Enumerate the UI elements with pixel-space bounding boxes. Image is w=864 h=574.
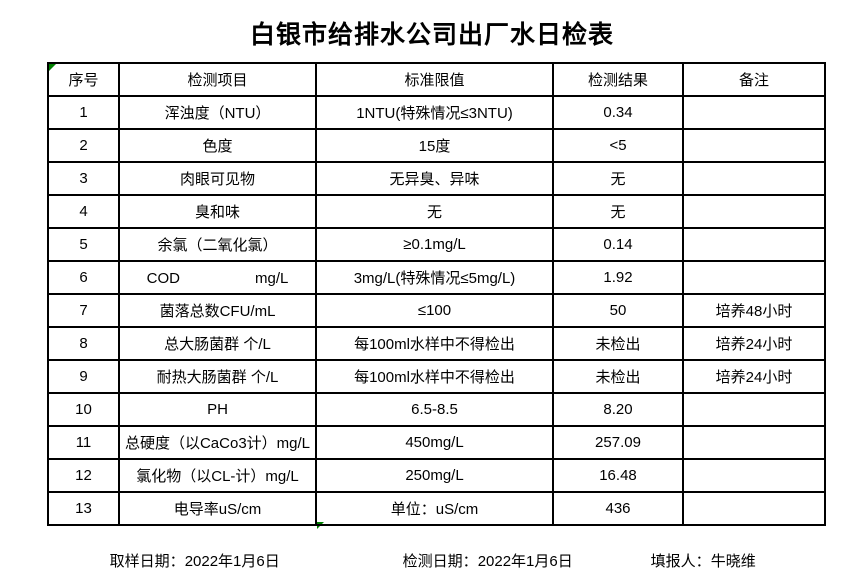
reporter-name: 牛晓维 [710,553,756,570]
remark-cell [682,128,826,163]
table-row: 1 浑浊度（NTU） 1NTU(特殊情况≤3NTU) 0.34 [47,95,826,130]
row-number-cell: 9 [47,359,120,394]
result-cell: <5 [552,128,684,163]
header-item: 检测项目 [118,62,317,97]
row-number-cell: 6 [47,260,120,295]
table-row: 4 臭和味无无 [47,194,826,229]
row-number-cell: 13 [47,491,120,526]
standard-cell: 每100ml水样中不得检出 [315,359,554,394]
table-row: 12 氯化物（以CL-计）mg/L 250mg/L 16.48 [47,458,826,493]
standard-cell: 每100ml水样中不得检出 [315,326,554,361]
remark-cell: 培养48小时 [682,293,826,328]
remark-cell [682,491,826,526]
remark-cell [682,194,826,229]
item-cell: 氯化物（以CL-计）mg/L [118,458,317,493]
row-number-cell: 2 [47,128,120,163]
test-date-value: 2022年1月6日 [477,553,573,570]
inspection-table: 序号 检测项目 标准限值 检测结果 备注 1 浑浊度（NTU） 1NTU(特殊情况≤… [47,62,826,526]
item-cell: 电导率uS/cm [118,491,317,526]
header-remark: 备注 [682,62,826,97]
table-row: 10 PH 6.5-8.5 8.20 [47,392,826,427]
table-row: 3 肉眼可见物 无异臭、异味无 [47,161,826,196]
item-cell: 肉眼可见物 [118,161,317,196]
table-row: 13 电导率uS/cm 单位：uS/cm 436 [47,491,826,526]
standard-cell: ≥0.1mg/L [315,227,554,262]
result-cell: 0.34 [552,95,684,130]
reporter-label: 填报人： [650,553,711,570]
item-cell: 耐热大肠菌群 个/L [118,359,317,394]
row-number-cell: 3 [47,161,120,196]
table-header-row: 序号 检测项目 标准限值 检测结果 备注 [47,62,826,97]
result-cell: 无 [552,161,684,196]
result-cell: 无 [552,194,684,229]
remark-cell [682,95,826,130]
table-row: 5 余氯（二氧化氯） ≥0.1mg/L 0.14 [47,227,826,262]
sampling-date: 取样日期：2022年1月6日 [93,533,280,574]
table-row: 9 耐热大肠菌群 个/L 每100ml水样中不得检出 未检出 培养24小时 [47,359,826,394]
standard-cell: 1NTU(特殊情况≤3NTU) [315,95,554,130]
item-cell: 总大肠菌群 个/L [118,326,317,361]
item-cell: 臭和味 [118,194,317,229]
table-row: 11 总硬度（以CaCo3计）mg/L 450mg/L 257.09 [47,425,826,460]
standard-cell: 450mg/L [315,425,554,460]
item-cell: 总硬度（以CaCo3计）mg/L [118,425,317,460]
result-cell: 未检出 [552,359,684,394]
remark-cell: 培养24小时 [682,326,826,361]
item-cell: COD mg/L [118,260,317,295]
item-cell: 浑浊度（NTU） [118,95,317,130]
result-cell: 未检出 [552,326,684,361]
header-result: 检测结果 [552,62,684,97]
table-row: 6 COD mg/L 3mg/L(特殊情况≤5mg/L) 1.92 [47,260,826,295]
remark-cell [682,227,826,262]
standard-cell: 单位：uS/cm [315,491,554,526]
page-title: 白银市给排水公司出厂水日检表 [249,21,614,49]
header-no: 序号 [47,62,120,97]
header-standard: 标准限值 [315,62,554,97]
row-number-cell: 10 [47,392,120,427]
table-row: 2 色度 15度 <5 [47,128,826,163]
table-row: 8 总大肠菌群 个/L 每100ml水样中不得检出 未检出 培养24小时 [47,326,826,361]
standard-cell: 6.5-8.5 [315,392,554,427]
row-number-cell: 12 [47,458,120,493]
test-date: 检测日期：2022年1月6日 [386,533,573,574]
standard-cell: 15度 [315,128,554,163]
row-number-cell: 11 [47,425,120,460]
remark-cell: 培养24小时 [682,359,826,394]
item-cell: PH [118,392,317,427]
excel-corner-marker-icon [317,522,324,529]
row-number-cell: 7 [47,293,120,328]
sampling-date-value: 2022年1月6日 [184,553,280,570]
standard-cell: 无异臭、异味 [315,161,554,196]
standard-cell: 250mg/L [315,458,554,493]
row-number-cell: 1 [47,95,120,130]
result-cell: 257.09 [552,425,684,460]
standard-cell: 无 [315,194,554,229]
result-cell: 1.92 [552,260,684,295]
row-number-cell: 8 [47,326,120,361]
item-cell: 余氯（二氧化氯） [118,227,317,262]
table-row: 7 菌落总数CFU/mL ≤100 50 培养48小时 [47,293,826,328]
remark-cell [682,392,826,427]
result-cell: 50 [552,293,684,328]
remark-cell [682,425,826,460]
reporter: 填报人：牛晓维 [634,533,756,574]
result-cell: 16.48 [552,458,684,493]
result-cell: 8.20 [552,392,684,427]
row-number-cell: 5 [47,227,120,262]
item-cell: 菌落总数CFU/mL [118,293,317,328]
standard-cell: ≤100 [315,293,554,328]
table-body: 1 浑浊度（NTU） 1NTU(特殊情况≤3NTU) 0.34 2 色度 15度 <5 3 肉眼可… [47,95,826,526]
remark-cell [682,458,826,493]
sampling-date-label: 取样日期： [109,553,185,570]
test-date-label: 检测日期： [402,553,478,570]
result-cell: 0.14 [552,227,684,262]
remark-cell [682,161,826,196]
item-cell: 色度 [118,128,317,163]
standard-cell: 3mg/L(特殊情况≤5mg/L) [315,260,554,295]
remark-cell [682,260,826,295]
result-cell: 436 [552,491,684,526]
row-number-cell: 4 [47,194,120,229]
